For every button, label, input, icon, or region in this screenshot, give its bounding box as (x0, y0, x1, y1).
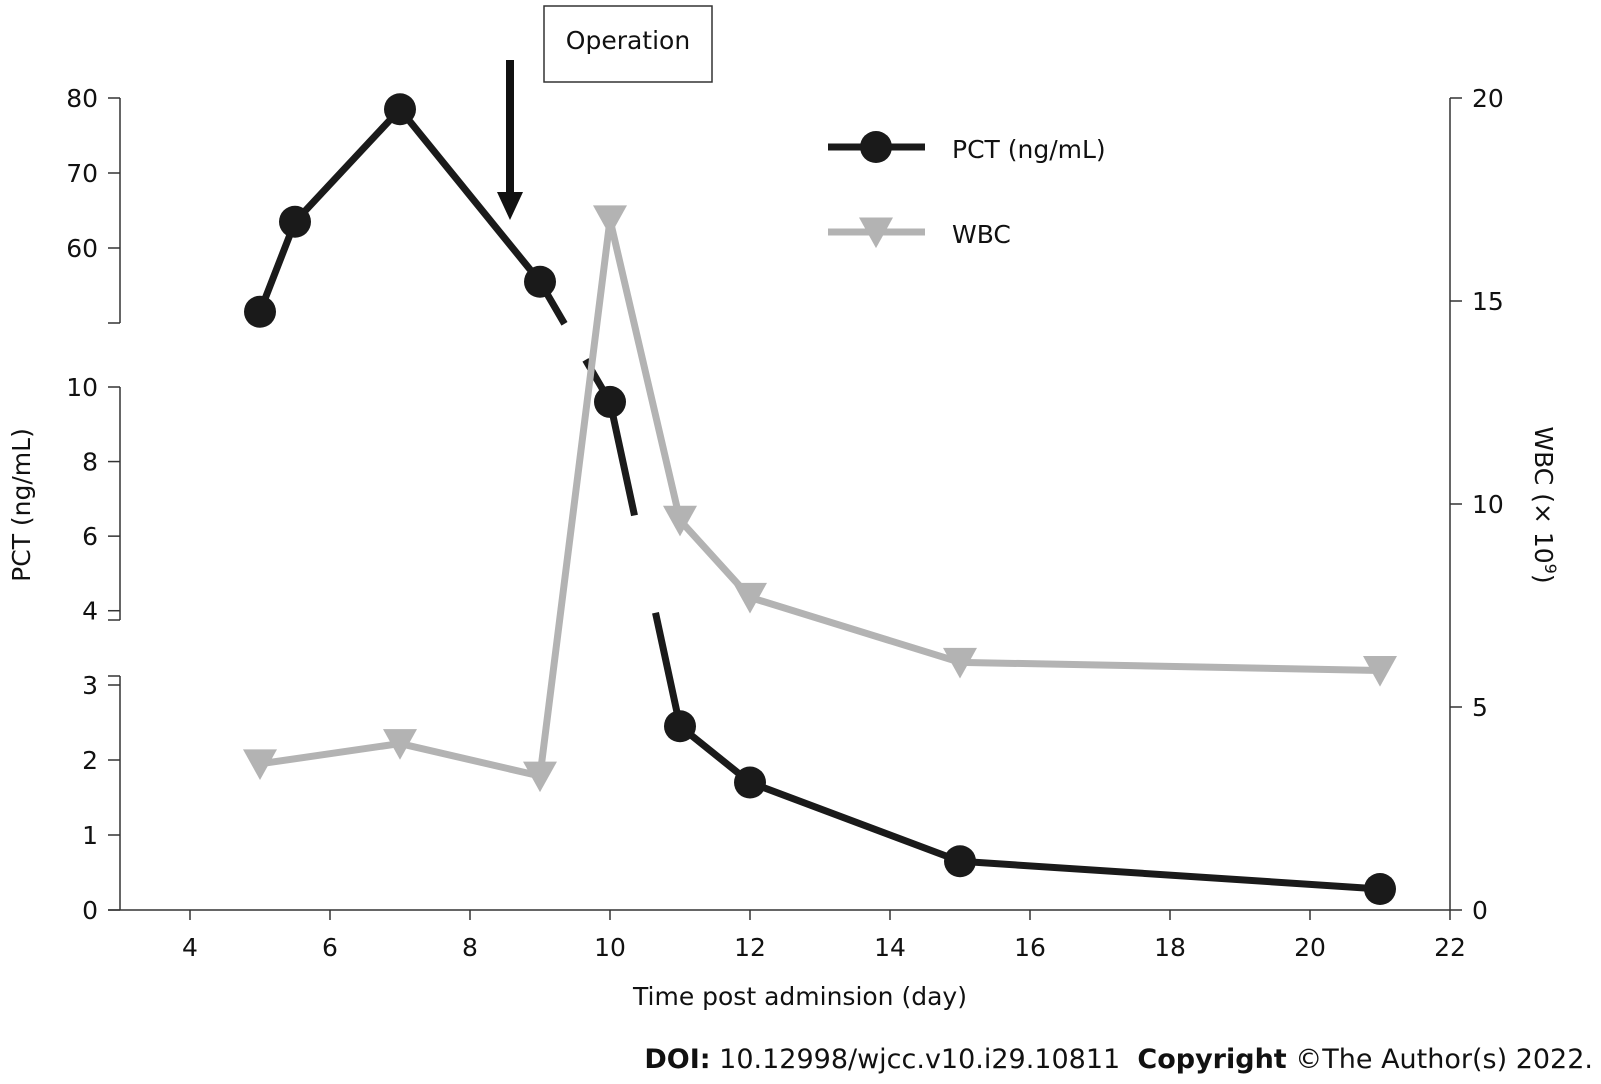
doi-value: 10.12998/wjcc.v10.i29.10811 (710, 1044, 1121, 1075)
left-tick-label: 6 (82, 522, 98, 551)
wbc-point (733, 582, 767, 614)
x-tick-label: 8 (462, 933, 478, 962)
wbc-point (943, 647, 977, 679)
right-tick-label: 15 (1472, 287, 1504, 316)
pct-point (279, 205, 311, 238)
right-tick-label: 20 (1472, 84, 1504, 113)
copyright-value: ©The Author(s) 2022. (1286, 1044, 1593, 1075)
pct-point (664, 710, 696, 743)
left-tick-label: 3 (82, 671, 98, 700)
pct-point (734, 766, 766, 799)
left-tick-label: 70 (66, 159, 98, 188)
pct-point (944, 845, 976, 878)
right-tick-label: 5 (1472, 693, 1488, 722)
doi-label: DOI: (644, 1044, 711, 1075)
legend-label-pct: PCT (ng/mL) (952, 135, 1106, 164)
x-tick-label: 22 (1434, 933, 1466, 962)
left-tick-label: 80 (66, 84, 98, 113)
legend-entry-wbc: WBC (828, 217, 1011, 249)
left-tick-label: 8 (82, 448, 98, 477)
right-axis-title: WBC (× 109) (1529, 426, 1560, 583)
wbc-point (1363, 656, 1397, 687)
x-tick-label: 10 (594, 933, 626, 962)
series-layer (243, 93, 1397, 905)
series-pct (244, 93, 1396, 905)
series-wbc (243, 205, 1397, 793)
x-tick-label: 12 (734, 933, 766, 962)
pct-point (1364, 873, 1396, 905)
pct-point (244, 295, 276, 328)
wbc-line (259, 216, 1381, 780)
x-tick-label: 20 (1294, 933, 1326, 962)
x-tick-label: 6 (322, 933, 338, 962)
pct-point (384, 93, 416, 126)
pct-line-segment (959, 857, 1381, 893)
x-tick-label: 18 (1154, 933, 1186, 962)
wbc-point (663, 505, 697, 537)
wbc-point (523, 761, 557, 793)
left-tick-label: 10 (66, 373, 98, 402)
legend: PCT (ng/mL) WBC (828, 131, 1106, 249)
operation-label: Operation (566, 26, 690, 55)
pct-point (524, 265, 556, 298)
x-tick-label: 14 (874, 933, 906, 962)
legend-label-wbc: WBC (952, 220, 1011, 249)
legend-marker-pct (860, 131, 892, 163)
left-tick-label: 0 (82, 896, 98, 925)
operation-annotation: Operation (497, 5, 713, 220)
right-tick-label: 10 (1472, 490, 1504, 519)
wbc-point (593, 205, 627, 236)
pct-point (594, 385, 626, 418)
pct-line-segment (748, 779, 962, 865)
citation-footer: DOI: 10.12998/wjcc.v10.i29.10811 Copyrig… (644, 1044, 1593, 1075)
wbc-point (243, 749, 277, 780)
legend-entry-pct: PCT (ng/mL) (828, 131, 1106, 164)
operation-box (543, 5, 713, 83)
pct-line-segment (292, 106, 403, 225)
wbc-point (383, 729, 417, 760)
left-tick-label: 4 (82, 597, 98, 626)
x-axis-title: Time post adminsion (day) (632, 982, 967, 1011)
pct-line-segment (256, 220, 299, 314)
legend-marker-wbc (859, 217, 893, 249)
right-tick-label: 0 (1472, 896, 1488, 925)
left-tick-label: 1 (82, 821, 98, 850)
left-tick-label: 2 (82, 746, 98, 775)
pct-line-segment (606, 401, 638, 517)
left-axis-title: PCT (ng/mL) (7, 428, 36, 582)
x-tick-label: 16 (1014, 933, 1046, 962)
left-tick-label: 60 (66, 234, 98, 263)
operation-arrow-head (497, 192, 523, 220)
x-tick-label: 4 (182, 933, 198, 962)
pct-line-segment (652, 611, 684, 727)
copyright-label: Copyright (1137, 1044, 1287, 1075)
pct-line-segment (397, 107, 543, 284)
